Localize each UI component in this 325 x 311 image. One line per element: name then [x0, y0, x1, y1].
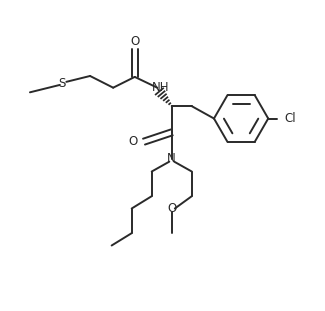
- Text: O: O: [128, 135, 137, 148]
- Text: N: N: [167, 152, 176, 165]
- Text: O: O: [130, 35, 139, 48]
- Text: S: S: [58, 77, 66, 90]
- Text: Cl: Cl: [284, 112, 296, 125]
- Text: NH: NH: [152, 81, 170, 94]
- Text: O: O: [167, 202, 176, 215]
